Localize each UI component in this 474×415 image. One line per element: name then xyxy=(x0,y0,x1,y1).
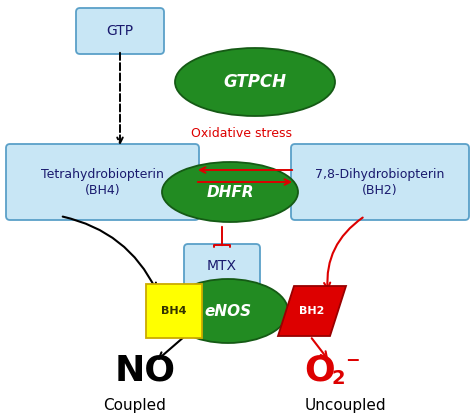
Polygon shape xyxy=(278,286,346,336)
Text: Tetrahydrobiopterin
(BH4): Tetrahydrobiopterin (BH4) xyxy=(41,168,164,196)
Text: NO: NO xyxy=(114,353,175,387)
Text: Coupled: Coupled xyxy=(103,398,166,413)
Text: eNOS: eNOS xyxy=(204,303,252,318)
Text: Oxidative stress: Oxidative stress xyxy=(191,127,292,140)
Text: 2: 2 xyxy=(331,369,345,388)
Text: DHFR: DHFR xyxy=(206,185,254,200)
Text: GTP: GTP xyxy=(107,24,134,38)
FancyBboxPatch shape xyxy=(184,244,260,288)
FancyBboxPatch shape xyxy=(6,144,199,220)
Text: BH4: BH4 xyxy=(161,306,187,316)
FancyArrowPatch shape xyxy=(324,217,363,289)
Text: 7,8-Dihydrobiopterin
(BH2): 7,8-Dihydrobiopterin (BH2) xyxy=(315,168,445,196)
Ellipse shape xyxy=(168,279,288,343)
Text: MTX: MTX xyxy=(207,259,237,273)
FancyArrowPatch shape xyxy=(63,217,156,289)
FancyArrowPatch shape xyxy=(117,53,123,143)
Text: BH2: BH2 xyxy=(299,306,325,316)
FancyArrowPatch shape xyxy=(312,338,327,358)
Text: GTPCH: GTPCH xyxy=(224,73,286,91)
Ellipse shape xyxy=(162,162,298,222)
Text: O: O xyxy=(305,353,336,387)
FancyArrowPatch shape xyxy=(200,167,292,173)
FancyArrowPatch shape xyxy=(159,338,183,359)
FancyArrowPatch shape xyxy=(198,179,290,185)
FancyBboxPatch shape xyxy=(291,144,469,220)
Text: Uncoupled: Uncoupled xyxy=(304,398,386,413)
Ellipse shape xyxy=(175,48,335,116)
FancyBboxPatch shape xyxy=(76,8,164,54)
FancyBboxPatch shape xyxy=(146,284,202,338)
Text: ⁻: ⁻ xyxy=(345,352,359,380)
